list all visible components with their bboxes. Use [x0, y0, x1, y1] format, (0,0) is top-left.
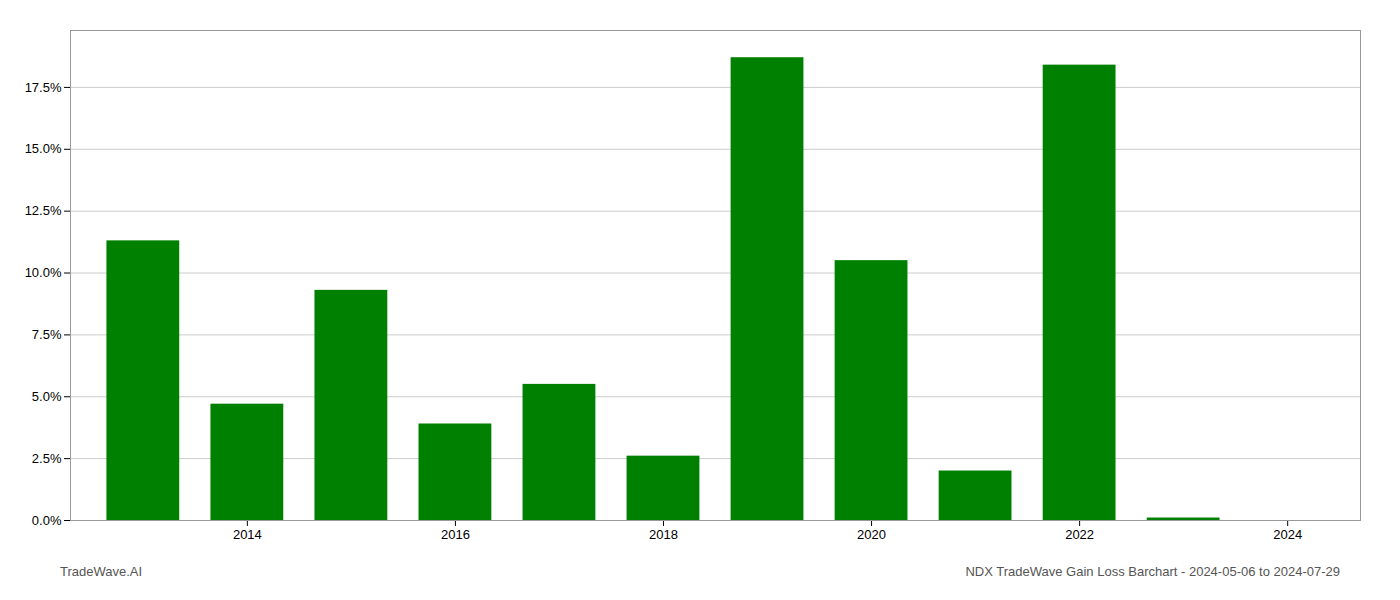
- svg-text:2.5%: 2.5%: [32, 451, 62, 466]
- svg-text:2024: 2024: [1273, 527, 1302, 542]
- svg-text:5.0%: 5.0%: [32, 389, 62, 404]
- svg-text:15.0%: 15.0%: [25, 141, 62, 156]
- svg-text:0.0%: 0.0%: [32, 513, 62, 528]
- svg-text:12.5%: 12.5%: [25, 203, 62, 218]
- svg-text:7.5%: 7.5%: [32, 327, 62, 342]
- svg-text:2022: 2022: [1065, 527, 1094, 542]
- svg-text:10.0%: 10.0%: [25, 265, 62, 280]
- svg-text:2018: 2018: [649, 527, 678, 542]
- html-text:TradeWave.AI: TradeWave.AI: [60, 564, 143, 579]
- svg-text:2014: 2014: [233, 527, 262, 542]
- svg-text:17.5%: 17.5%: [25, 80, 62, 95]
- svg-text:2020: 2020: [857, 527, 886, 542]
- html-text:NDX TradeWave Gain Loss Barcha: NDX TradeWave Gain Loss Barchart - 2024-…: [965, 564, 1340, 579]
- svg-text:2016: 2016: [441, 527, 470, 542]
